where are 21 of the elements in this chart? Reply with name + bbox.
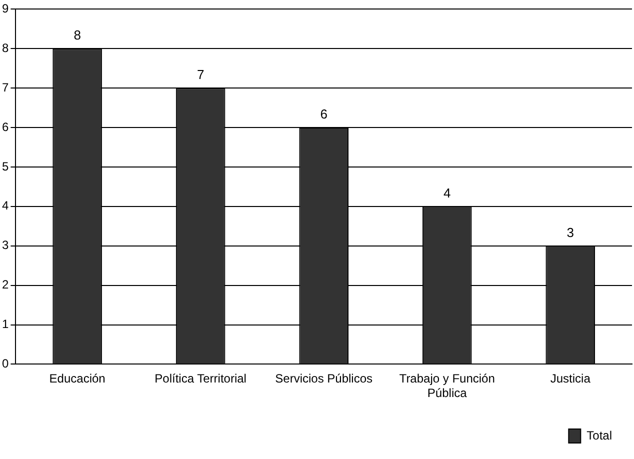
y-tick-label: 0 [2, 356, 9, 371]
x-tick-label: Servicios Públicos [275, 372, 373, 386]
y-tick-label: 3 [2, 238, 9, 252]
y-tick-label: 5 [2, 159, 9, 174]
x-tick-label: Política Territorial [154, 372, 246, 386]
y-tick-label: 8 [2, 40, 9, 55]
y-tick-label: 9 [2, 2, 9, 16]
y-tick-label: 1 [2, 317, 9, 332]
data-label: 7 [196, 67, 204, 82]
y-tick-label: 6 [2, 120, 9, 134]
x-tick-label: Justicia [550, 372, 591, 386]
data-label: 8 [74, 28, 81, 43]
legend-label: Total [586, 428, 612, 442]
x-tick-label: Trabajo y Función Pública [399, 372, 495, 400]
data-label: 3 [566, 224, 574, 240]
data-label: 6 [320, 106, 328, 122]
y-tick-label: 4 [2, 198, 9, 213]
y-tick-label: 7 [2, 80, 9, 94]
x-tick-label: Educación [49, 372, 106, 386]
data-label: 4 [443, 186, 451, 200]
y-tick-label: 2 [2, 278, 9, 292]
